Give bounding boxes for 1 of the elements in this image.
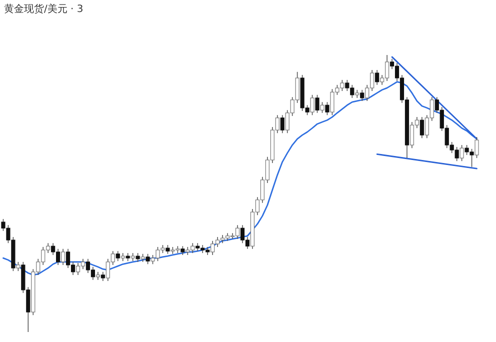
chart-title: 黄金现货/美元 · 3	[4, 3, 84, 15]
